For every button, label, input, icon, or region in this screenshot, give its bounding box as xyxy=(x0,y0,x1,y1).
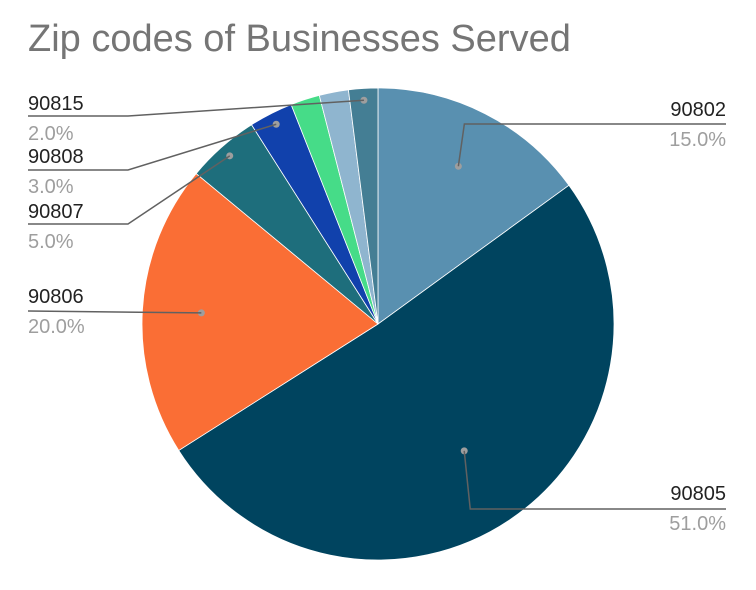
pie-slice-90805 xyxy=(178,184,615,561)
leader-line-90808 xyxy=(28,123,277,171)
pie-slices xyxy=(141,87,615,561)
pie-labels: 90802 15.0% 90805 51.0% 90806 20.0% 90807 5.0% 9… xyxy=(27,93,726,535)
slice-percent-90808: 3.0% xyxy=(28,176,74,198)
pie-slice-90815 xyxy=(347,87,379,325)
pie-slice-90806 xyxy=(141,173,379,452)
slice-percent-90815: 2.0% xyxy=(28,123,74,145)
slice-percent-90806: 20.0% xyxy=(28,316,85,338)
leader-line-90807 xyxy=(28,155,231,225)
slice-label-90806: 90806 xyxy=(28,286,84,308)
leader-line-90806 xyxy=(27,310,202,314)
slice-label-90815: 90815 xyxy=(28,93,84,115)
slice-percent-90805: 51.0% xyxy=(669,513,726,535)
leader-line-90805 xyxy=(463,450,726,510)
slice-percent-90807: 5.0% xyxy=(28,231,74,253)
slice-percent-90802: 15.0% xyxy=(669,129,726,151)
slice-label-90805: 90805 xyxy=(670,483,726,505)
chart-title: Zip codes of Businesses Served xyxy=(28,18,571,60)
leader-line-90802 xyxy=(457,123,726,167)
slice-label-90807: 90807 xyxy=(28,201,84,223)
leader-line-90815 xyxy=(28,99,364,117)
slice-label-90802: 90802 xyxy=(670,99,726,121)
slice-label-90808: 90808 xyxy=(28,146,84,168)
pie-slice-90802 xyxy=(377,87,570,325)
